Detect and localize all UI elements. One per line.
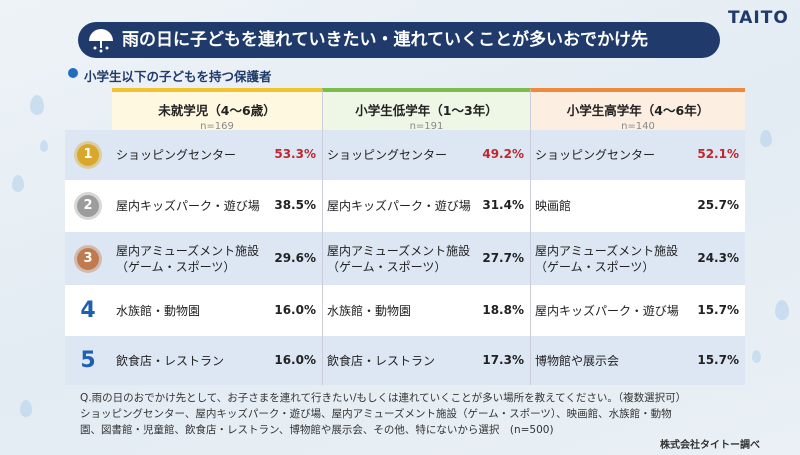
table-cell: 飲食店・レストラン 16.0%	[112, 336, 322, 385]
column-header: 小学生低学年（1〜3年） n=191	[322, 88, 530, 132]
percentage: 16.0%	[274, 302, 316, 317]
place-name: 飲食店・レストラン	[327, 353, 436, 368]
sample-size: n=169	[200, 121, 234, 132]
rank-cell: 4	[65, 285, 112, 336]
sample-size: n=140	[621, 121, 655, 132]
rank-cell: 1	[65, 130, 112, 180]
place-name: ショッピングセンター	[535, 148, 656, 162]
raindrop	[40, 140, 48, 152]
percentage: 29.6%	[274, 250, 316, 265]
percentage: 53.3%	[274, 147, 316, 161]
rank-icon: 2	[77, 195, 99, 217]
raindrop	[30, 95, 44, 115]
column-label: 小学生低学年（1〜3年）	[355, 103, 498, 118]
place-name: 屋内アミューズメント施設 （ゲーム・スポーツ）	[327, 243, 471, 274]
percentage: 16.0%	[274, 352, 316, 367]
place-name: 屋内キッズパーク・遊び場	[535, 303, 679, 318]
logo: TAITO	[728, 8, 789, 28]
sample-size: n=191	[409, 121, 444, 132]
table-cell: 水族館・動物園 18.8%	[322, 285, 530, 336]
place-name: 屋内キッズパーク・遊び場	[116, 199, 260, 213]
rank-icon: 4	[80, 297, 96, 323]
place-name: 水族館・動物園	[327, 303, 412, 318]
credit: 株式会社タイトー調べ	[660, 440, 760, 451]
table-cell: 飲食店・レストラン 17.3%	[322, 336, 530, 385]
raindrop	[760, 130, 772, 147]
umbrella-icon	[89, 29, 113, 53]
place-name: ショッピングセンター	[116, 148, 237, 162]
percentage: 31.4%	[482, 198, 524, 212]
place-name: ショッピングセンター	[327, 148, 448, 162]
raindrop	[12, 175, 24, 192]
percentage: 38.5%	[274, 198, 316, 212]
percentage: 18.8%	[482, 302, 524, 317]
place-name: 屋内アミューズメント施設 （ゲーム・スポーツ）	[116, 243, 260, 274]
rank-icon: 5	[80, 347, 96, 373]
percentage: 15.7%	[697, 352, 739, 367]
table-cell: 映画館 25.7%	[530, 180, 745, 232]
subtitle: 小学生以下の子どもを持つ保護者	[84, 69, 272, 84]
bullet	[68, 68, 78, 78]
title-bar	[78, 22, 720, 58]
table-cell: 屋内アミューズメント施設 （ゲーム・スポーツ） 27.7%	[322, 232, 530, 285]
rank-cell: 3	[65, 232, 112, 285]
column-label: 未就学児（4〜6歳）	[158, 103, 276, 118]
table-cell: 屋内キッズパーク・遊び場 15.7%	[530, 285, 745, 336]
title: 雨の日に子どもを連れていきたい・連れていくことが多いおでかけ先	[122, 30, 648, 50]
table-cell: ショッピングセンター 53.3%	[112, 130, 322, 180]
percentage: 49.2%	[482, 147, 524, 161]
raindrop	[20, 400, 32, 417]
rank-icon: 1	[77, 144, 99, 166]
place-name: 映画館	[535, 199, 572, 213]
table-cell: 屋内キッズパーク・遊び場 31.4%	[322, 180, 530, 232]
table-cell: 水族館・動物園 16.0%	[112, 285, 322, 336]
percentage: 17.3%	[482, 352, 524, 367]
percentage: 25.7%	[697, 198, 739, 212]
rank-cell: 5	[65, 336, 112, 385]
place-name: 水族館・動物園	[116, 303, 201, 318]
percentage: 24.3%	[697, 250, 739, 265]
raindrop	[752, 350, 761, 363]
table-cell: 屋内アミューズメント施設 （ゲーム・スポーツ） 29.6%	[112, 232, 322, 285]
table-cell: 屋内キッズパーク・遊び場 38.5%	[112, 180, 322, 232]
place-name: 飲食店・レストラン	[116, 353, 225, 368]
raindrop	[775, 300, 789, 320]
column-header: 小学生高学年（4〜6年） n=140	[530, 88, 745, 132]
place-name: 屋内キッズパーク・遊び場	[327, 199, 471, 213]
rank-icon: 3	[77, 247, 99, 270]
place-name: 屋内アミューズメント施設 （ゲーム・スポーツ）	[535, 243, 679, 274]
percentage: 15.7%	[697, 302, 739, 317]
column-header: 未就学児（4〜6歳） n=169	[112, 88, 322, 132]
table-cell: ショッピングセンター 52.1%	[530, 130, 745, 180]
rank-cell: 2	[65, 180, 112, 232]
question-note: Q.雨の日のおでかけ先として、お子さまを連れて行きたい/もしくは連れていくことが…	[80, 392, 687, 436]
table-cell: 屋内アミューズメント施設 （ゲーム・スポーツ） 24.3%	[530, 232, 745, 285]
percentage: 27.7%	[482, 250, 524, 265]
column-label: 小学生高学年（4〜6年）	[566, 103, 710, 118]
table-cell: 博物館や展示会 15.7%	[530, 336, 745, 385]
place-name: 博物館や展示会	[535, 353, 620, 368]
percentage: 52.1%	[697, 147, 739, 161]
table-cell: ショッピングセンター 49.2%	[322, 130, 530, 180]
